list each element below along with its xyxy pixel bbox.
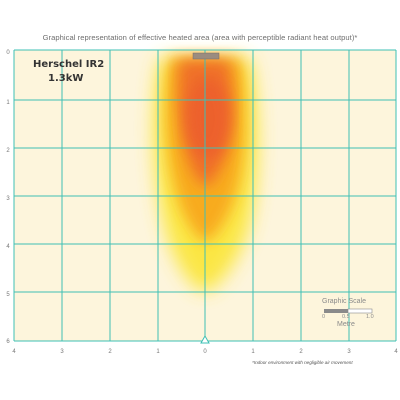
x-tick: 4 [12, 349, 16, 355]
x-tick: 2 [108, 349, 112, 355]
graphic-scale-unit: Metre [337, 321, 355, 328]
grid [13, 49, 397, 342]
heater-model-name: Herschel IR2 [33, 59, 105, 70]
x-tick: 2 [299, 349, 303, 355]
x-tick: 1 [251, 349, 255, 355]
y-tick: 6 [6, 339, 10, 345]
y-axis-ticks: 0 1 2 3 4 5 6 [6, 50, 10, 345]
y-tick: 4 [6, 244, 10, 250]
x-tick: 3 [60, 349, 64, 355]
x-tick: 3 [347, 349, 351, 355]
graphic-scale-bar [324, 308, 373, 314]
y-tick: 1 [6, 100, 10, 106]
chart-title: Graphical representation of effective he… [42, 33, 358, 42]
scale-tick: 0 [322, 314, 326, 320]
x-tick: 4 [394, 349, 398, 355]
y-tick: 2 [6, 148, 10, 154]
y-tick: 0 [6, 50, 10, 56]
footnote: *Indoor environment with negligible air … [252, 360, 353, 365]
scale-tick: 0.5 [342, 314, 350, 320]
x-axis-ticks: 4 3 2 1 0 1 2 3 4 [12, 349, 398, 355]
x-tick: 0 [203, 349, 207, 355]
heat-zone-hotspot [186, 78, 230, 158]
x-tick: 1 [156, 349, 160, 355]
y-tick: 3 [6, 196, 10, 202]
heater-unit [192, 52, 220, 60]
graphic-scale-title: Graphic Scale [322, 298, 366, 305]
scale-tick: 1.0 [366, 314, 374, 320]
y-tick: 5 [6, 292, 10, 298]
heater-power-rating: 1.3kW [48, 73, 84, 84]
position-marker-icon [200, 334, 210, 344]
